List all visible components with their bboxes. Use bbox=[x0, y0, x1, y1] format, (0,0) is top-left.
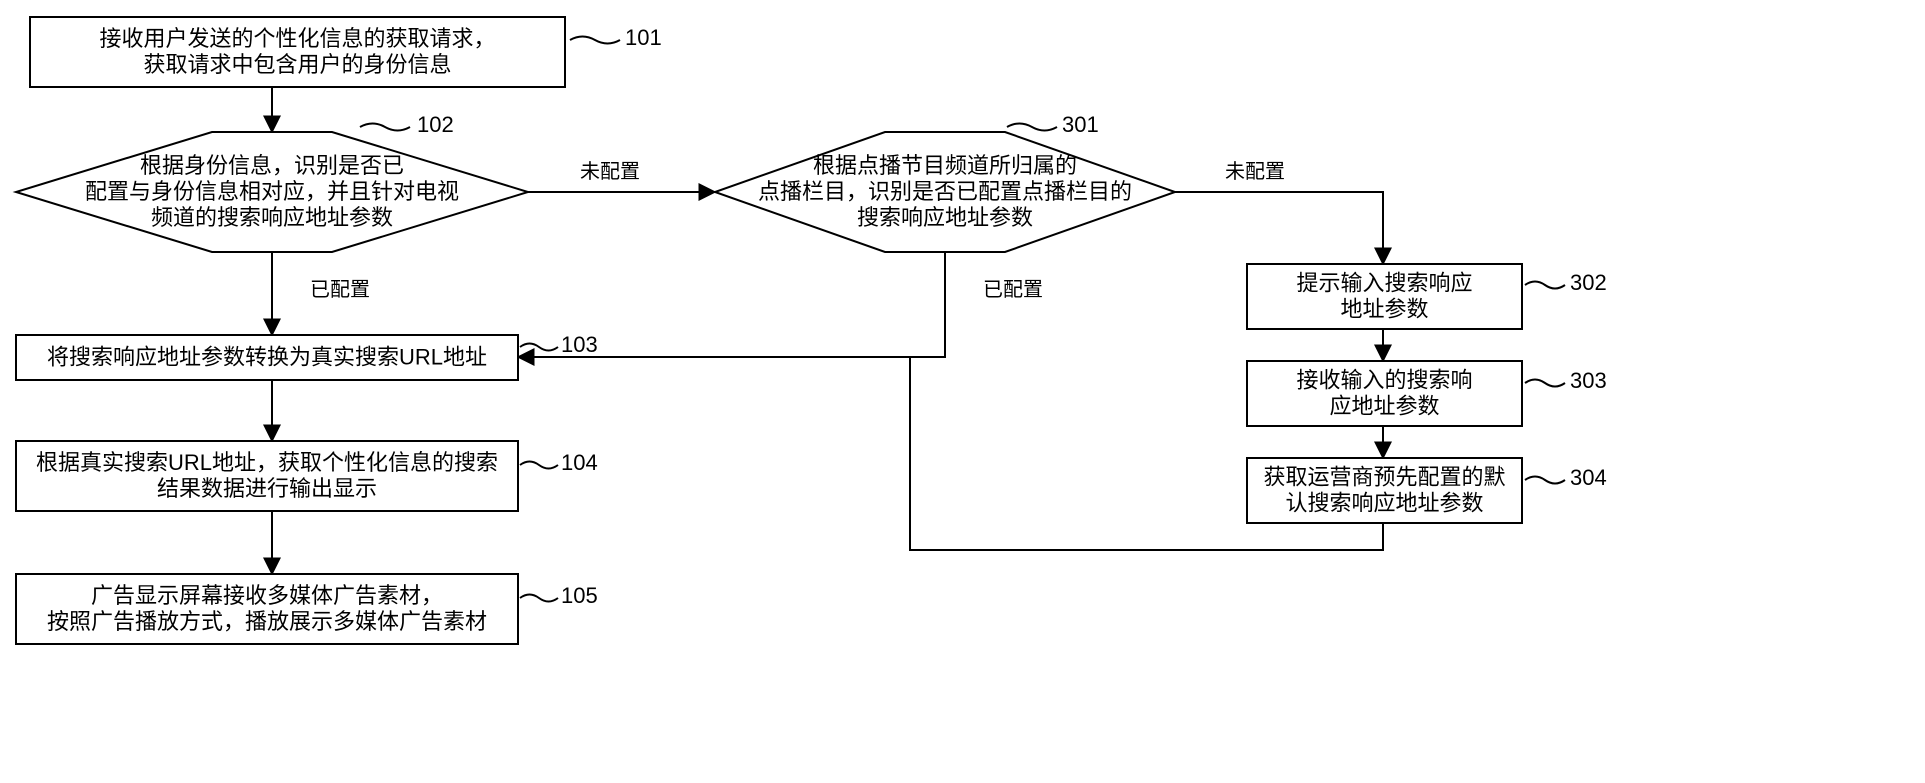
step-ref-102: 102 bbox=[417, 112, 454, 137]
node-text: 广告显示屏幕接收多媒体广告素材， bbox=[91, 583, 443, 608]
node-text: 结果数据进行输出显示 bbox=[157, 476, 377, 501]
node-text: 搜索响应地址参数 bbox=[857, 205, 1033, 230]
step-ref-101: 101 bbox=[625, 25, 662, 50]
step-ref-301: 301 bbox=[1062, 112, 1099, 137]
node-text: 根据真实搜索URL地址，获取个性化信息的搜索 bbox=[36, 450, 498, 475]
node-n302: 提示输入搜索响应地址参数 bbox=[1247, 264, 1522, 329]
node-n101: 接收用户发送的个性化信息的获取请求，获取请求中包含用户的身份信息 bbox=[30, 17, 565, 87]
edge-label: 未配置 bbox=[1225, 160, 1285, 183]
node-text: 接收用户发送的个性化信息的获取请求， bbox=[99, 26, 495, 51]
node-text: 获取请求中包含用户的身份信息 bbox=[143, 52, 451, 77]
node-n104: 根据真实搜索URL地址，获取个性化信息的搜索结果数据进行输出显示 bbox=[16, 441, 518, 511]
node-text: 根据身份信息，识别是否已 bbox=[140, 153, 404, 178]
node-n303: 接收输入的搜索响应地址参数 bbox=[1247, 361, 1522, 426]
step-ref-104: 104 bbox=[561, 450, 598, 475]
edge-label: 已配置 bbox=[310, 279, 370, 301]
node-text: 频道的搜索响应地址参数 bbox=[151, 205, 393, 230]
node-text: 配置与身份信息相对应，并且针对电视 bbox=[85, 179, 459, 204]
edge-label: 已配置 bbox=[983, 279, 1043, 301]
step-ref-304: 304 bbox=[1570, 465, 1607, 490]
step-ref-105: 105 bbox=[561, 583, 598, 608]
node-text: 接收输入的搜索响 bbox=[1296, 368, 1472, 393]
node-text: 应地址参数 bbox=[1329, 394, 1439, 419]
node-text: 根据点播节目频道所归属的 bbox=[813, 153, 1077, 178]
node-n304: 获取运营商预先配置的默认搜索响应地址参数 bbox=[1247, 458, 1522, 523]
node-n103: 将搜索响应地址参数转换为真实搜索URL地址 bbox=[16, 335, 518, 380]
step-ref-103: 103 bbox=[561, 332, 598, 357]
node-text: 将搜索响应地址参数转换为真实搜索URL地址 bbox=[47, 345, 487, 370]
edge-label: 未配置 bbox=[580, 160, 640, 183]
step-ref-302: 302 bbox=[1570, 270, 1607, 295]
node-text: 按照广告播放方式，播放展示多媒体广告素材 bbox=[47, 609, 487, 634]
node-text: 点播栏目，识别是否已配置点播栏目的 bbox=[758, 179, 1132, 204]
node-n105: 广告显示屏幕接收多媒体广告素材，按照广告播放方式，播放展示多媒体广告素材 bbox=[16, 574, 518, 644]
node-text: 认搜索响应地址参数 bbox=[1285, 491, 1483, 516]
node-text: 获取运营商预先配置的默 bbox=[1263, 465, 1505, 490]
node-text: 地址参数 bbox=[1340, 297, 1428, 322]
step-ref-303: 303 bbox=[1570, 368, 1607, 393]
node-text: 提示输入搜索响应 bbox=[1296, 271, 1472, 296]
